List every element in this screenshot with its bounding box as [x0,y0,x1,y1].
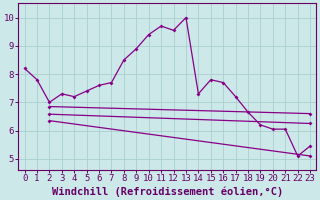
X-axis label: Windchill (Refroidissement éolien,°C): Windchill (Refroidissement éolien,°C) [52,186,283,197]
